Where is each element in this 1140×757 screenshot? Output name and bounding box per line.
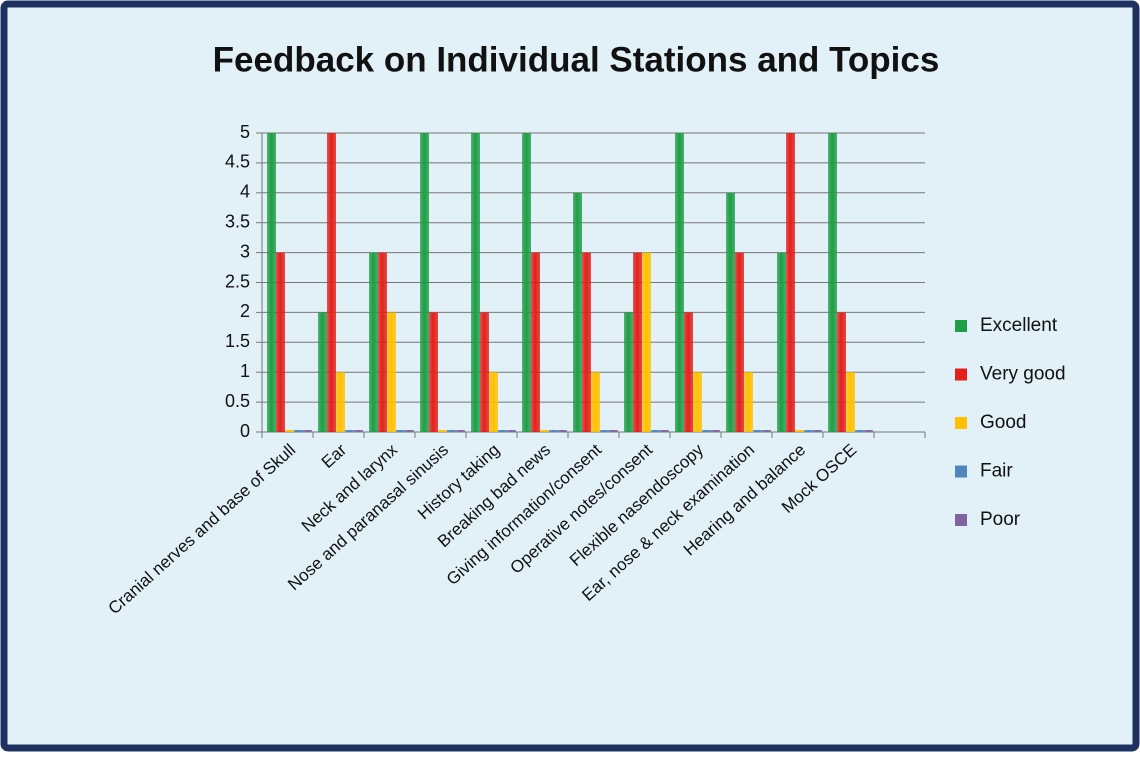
- bar: [600, 430, 609, 432]
- bar: [396, 430, 405, 432]
- legend-label: Poor: [980, 509, 1021, 530]
- bar: [285, 430, 294, 432]
- y-tick-label: 0.5: [225, 391, 250, 411]
- y-tick-label: 0: [240, 421, 250, 441]
- y-tick-label: 4: [240, 182, 250, 202]
- bar: [651, 430, 660, 432]
- y-tick-label: 2: [240, 301, 250, 321]
- bar: [531, 252, 540, 432]
- bar: [693, 372, 702, 432]
- bar: [591, 372, 600, 432]
- bar: [369, 252, 378, 432]
- legend-swatch: [955, 320, 967, 332]
- bar: [303, 430, 312, 432]
- legend-label: Fair: [980, 461, 1013, 482]
- bar: [864, 430, 873, 432]
- legend-swatch: [955, 417, 967, 429]
- y-tick-label: 4.5: [225, 152, 250, 172]
- bar: [447, 430, 456, 432]
- bar: [744, 372, 753, 432]
- bar: [456, 430, 465, 432]
- bar: [378, 252, 387, 432]
- bar: [480, 312, 489, 432]
- bar: [420, 133, 429, 432]
- y-tick-label: 2.5: [225, 271, 250, 291]
- bar: [573, 192, 582, 432]
- bar: [828, 133, 837, 432]
- bar: [498, 430, 507, 432]
- legend-label: Good: [980, 412, 1026, 433]
- bar: [624, 312, 633, 432]
- bar: [327, 133, 336, 432]
- y-tick-label: 3.5: [225, 211, 250, 231]
- bar: [336, 372, 345, 432]
- legend-label: Excellent: [980, 315, 1058, 336]
- bar: [837, 312, 846, 432]
- y-tick-label: 1.5: [225, 331, 250, 351]
- bar: [405, 430, 414, 432]
- bar: [549, 430, 558, 432]
- y-tick-label: 5: [240, 122, 250, 142]
- bar: [855, 430, 864, 432]
- bar: [660, 430, 669, 432]
- bar: [684, 312, 693, 432]
- y-tick-label: 3: [240, 241, 250, 261]
- bar: [777, 252, 786, 432]
- y-tick-label: 1: [240, 361, 250, 381]
- bar: [318, 312, 327, 432]
- bar: [387, 312, 396, 432]
- chart-title: Feedback on Individual Stations and Topi…: [213, 40, 940, 79]
- bar: [507, 430, 516, 432]
- bar: [267, 133, 276, 432]
- bar: [294, 430, 303, 432]
- bar: [471, 133, 480, 432]
- bar: [642, 252, 651, 432]
- bar: [438, 430, 447, 432]
- legend-swatch: [955, 465, 967, 478]
- bar: [609, 430, 618, 432]
- bar: [489, 372, 498, 432]
- bar: [429, 312, 438, 432]
- bar: [558, 430, 567, 432]
- bar: [735, 252, 744, 432]
- bar: [522, 133, 531, 432]
- bar: [540, 430, 549, 432]
- bar: [813, 430, 822, 432]
- bar: [582, 252, 591, 432]
- bar: [345, 430, 354, 432]
- bar: [804, 430, 813, 432]
- bar: [846, 372, 855, 432]
- bar: [633, 252, 642, 432]
- bar: [354, 430, 363, 432]
- legend-swatch: [955, 514, 967, 526]
- bar: [786, 133, 795, 432]
- bar: [726, 192, 735, 432]
- bar: [753, 430, 762, 432]
- bar: [711, 430, 720, 432]
- bar: [795, 430, 804, 432]
- legend-label: Very good: [980, 364, 1066, 385]
- bar: [702, 430, 711, 432]
- legend-swatch: [955, 368, 967, 381]
- bar: [276, 252, 285, 432]
- bar: [675, 133, 684, 432]
- bar: [762, 430, 771, 432]
